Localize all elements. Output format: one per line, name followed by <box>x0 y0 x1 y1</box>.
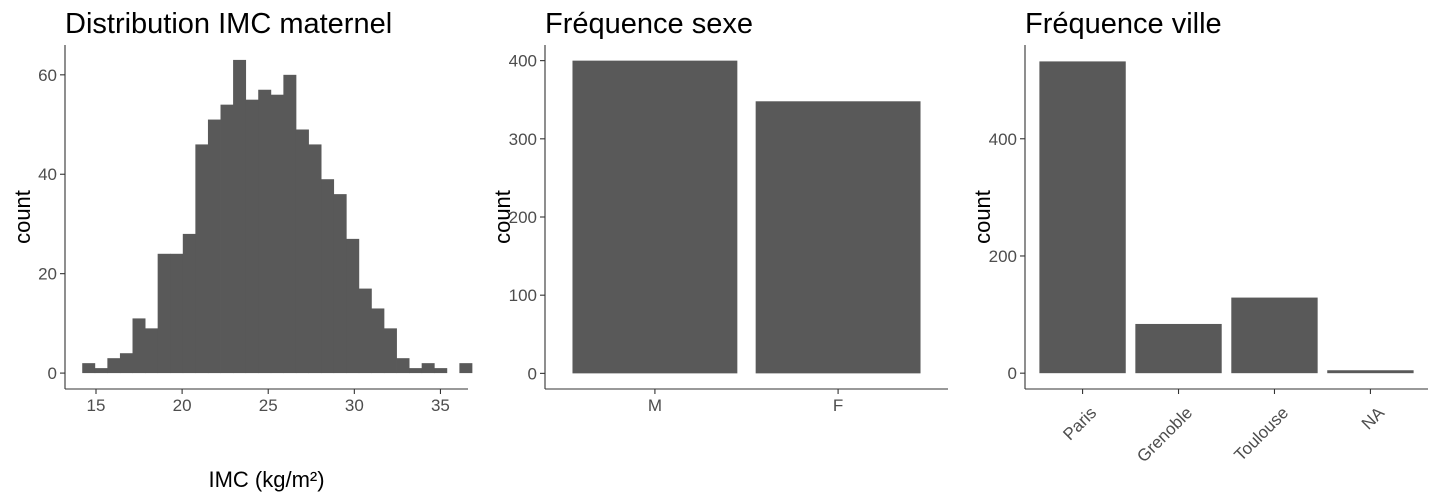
x-tick-label: 20 <box>173 396 192 415</box>
chart-title: Fréquence sexe <box>545 8 753 40</box>
bar <box>572 60 738 374</box>
y-tick-label: 0 <box>1008 364 1017 383</box>
histogram-bar <box>421 363 435 374</box>
x-axis-label: IMC (kg/m²) <box>208 467 324 492</box>
x-tick-label: Toulouse <box>1231 403 1293 465</box>
y-tick-label: 100 <box>509 286 537 305</box>
y-tick-label: 40 <box>38 165 57 184</box>
y-tick-label: 0 <box>528 364 537 383</box>
histogram-bar <box>220 104 234 374</box>
y-tick-label: 300 <box>509 130 537 149</box>
histogram-bar <box>459 363 473 374</box>
bar-chart-sexe: M F 0 100 200 300 400 Fréquence sexe count <box>490 8 948 415</box>
histogram-bar <box>358 288 372 374</box>
x-tick-label: NA <box>1358 403 1389 434</box>
bar <box>1327 370 1414 374</box>
histogram-bar <box>145 328 159 374</box>
histogram-bar <box>182 233 196 374</box>
histogram-bar <box>283 74 297 374</box>
bar <box>1039 61 1126 374</box>
histogram-bar <box>94 368 108 374</box>
histogram-bar <box>170 253 184 374</box>
histogram-bar <box>258 89 272 374</box>
histogram-bar <box>195 144 209 374</box>
histogram-bar <box>245 99 259 374</box>
y-tick-label: 200 <box>989 247 1017 266</box>
y-tick-label: 400 <box>989 130 1017 149</box>
histogram-bar <box>321 179 335 374</box>
histogram-imc-chart: 0 20 40 60 15 20 25 30 35 Distribution IMC matern… <box>10 8 473 492</box>
x-tick-label: 35 <box>431 396 450 415</box>
y-axis-label: count <box>970 190 995 244</box>
y-tick-label: 400 <box>509 52 537 71</box>
histogram-bar <box>383 328 397 374</box>
histogram-bar <box>207 119 221 374</box>
histogram-bar <box>333 194 347 374</box>
histogram-bar <box>434 368 448 374</box>
bar-chart-ville: Paris Grenoble Toulouse NA 0 200 400 Fréquence … <box>970 8 1428 466</box>
y-tick-label: 60 <box>38 66 57 85</box>
y-tick-label: 20 <box>38 265 57 284</box>
histogram-bar <box>119 353 133 374</box>
chart-panel-sexe: M F 0 100 200 300 400 Fréquence sexe count <box>480 0 960 504</box>
x-tick-label: Paris <box>1059 403 1100 444</box>
histogram-bar <box>295 129 309 374</box>
x-tick-label: 30 <box>345 396 364 415</box>
histogram-bar <box>409 368 423 374</box>
bar <box>755 101 921 374</box>
histogram-bar <box>132 318 146 374</box>
histogram-bar <box>346 238 360 374</box>
histogram-bar <box>308 144 322 374</box>
chart-title: Fréquence ville <box>1025 8 1222 40</box>
bar <box>1231 297 1318 374</box>
y-tick-label: 0 <box>48 364 57 383</box>
histogram-bar <box>157 253 171 374</box>
x-tick-label: Grenoble <box>1133 403 1196 466</box>
histogram-bar <box>371 308 385 374</box>
histogram-bar <box>233 59 247 374</box>
x-tick-label: 25 <box>259 396 278 415</box>
y-axis-label: count <box>10 190 35 244</box>
y-tick-label: 200 <box>509 208 537 227</box>
histogram-bar <box>107 358 121 374</box>
chart-panel-imc: 0 20 40 60 15 20 25 30 35 Distribution IMC matern… <box>0 0 480 504</box>
histogram-bar <box>82 363 96 374</box>
chart-panel-ville: Paris Grenoble Toulouse NA 0 200 400 Fréquence … <box>960 0 1440 504</box>
x-tick-label: F <box>833 396 843 415</box>
x-tick-label: 15 <box>87 396 106 415</box>
histogram-bar <box>396 358 410 374</box>
y-axis-label: count <box>490 190 515 244</box>
x-tick-label: M <box>648 396 662 415</box>
chart-title: Distribution IMC maternel <box>65 8 392 40</box>
bar <box>1135 323 1222 374</box>
histogram-bar <box>270 94 284 374</box>
